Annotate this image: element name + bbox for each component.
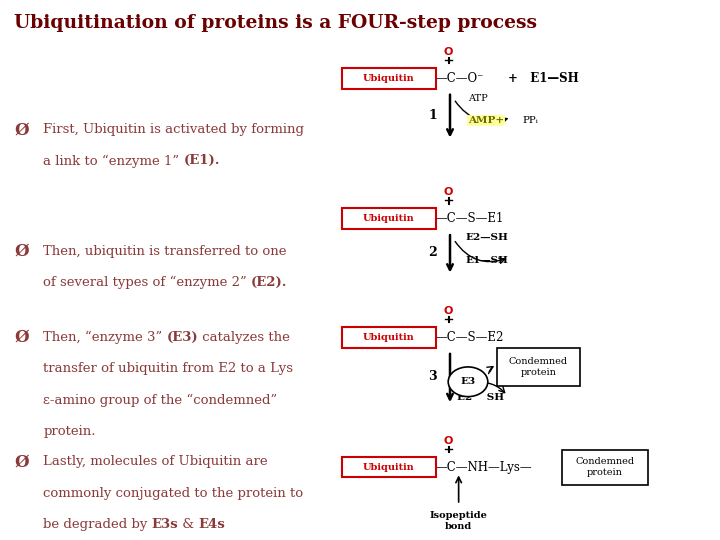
Text: transfer of ubiquitin from E2 to a Lys: transfer of ubiquitin from E2 to a Lys xyxy=(43,362,293,375)
Text: O: O xyxy=(444,306,454,316)
Text: ε-amino group of the “condemned”: ε-amino group of the “condemned” xyxy=(43,394,277,407)
FancyBboxPatch shape xyxy=(497,348,580,386)
Text: Ø: Ø xyxy=(14,242,29,260)
Text: Ubiquitin: Ubiquitin xyxy=(363,333,415,342)
Text: E2—SH: E2—SH xyxy=(466,233,509,242)
Text: —C—S—E2: —C—S—E2 xyxy=(436,331,504,344)
Text: Condemned
protein: Condemned protein xyxy=(575,457,634,477)
Text: —C—O⁻: —C—O⁻ xyxy=(436,72,484,85)
Text: 1: 1 xyxy=(428,109,437,122)
Text: E4s: E4s xyxy=(199,518,225,531)
Text: Ubiquitin: Ubiquitin xyxy=(363,214,415,223)
Text: Ubiquitination of proteins is a FOUR-step process: Ubiquitination of proteins is a FOUR-ste… xyxy=(14,14,537,31)
Text: Then, “enzyme 3”: Then, “enzyme 3” xyxy=(43,331,167,344)
Text: Ø: Ø xyxy=(14,329,29,346)
Text: Ø: Ø xyxy=(14,453,29,470)
Text: (E3): (E3) xyxy=(167,331,198,344)
Text: E1—SH: E1—SH xyxy=(466,256,509,265)
Text: 3: 3 xyxy=(428,370,437,383)
Ellipse shape xyxy=(448,367,488,396)
Text: E3: E3 xyxy=(460,377,476,386)
Text: O: O xyxy=(444,46,454,57)
Text: &: & xyxy=(179,518,199,531)
Text: E3s: E3s xyxy=(152,518,179,531)
Text: (E2).: (E2). xyxy=(251,276,288,289)
Text: Ø: Ø xyxy=(14,121,29,138)
Text: Isopeptide
bond: Isopeptide bond xyxy=(430,511,487,531)
FancyBboxPatch shape xyxy=(562,449,648,485)
Text: —C—S—E1: —C—S—E1 xyxy=(436,212,504,225)
Text: Ubiquitin: Ubiquitin xyxy=(363,463,415,471)
FancyBboxPatch shape xyxy=(342,68,436,89)
Text: a link to “enzyme 1”: a link to “enzyme 1” xyxy=(43,154,184,167)
Text: PPᵢ: PPᵢ xyxy=(522,116,538,125)
Text: First, Ubiquitin is activated by forming: First, Ubiquitin is activated by forming xyxy=(43,123,304,136)
Text: Then, ubiquitin is transferred to one: Then, ubiquitin is transferred to one xyxy=(43,245,287,258)
Text: commonly conjugated to the protein to: commonly conjugated to the protein to xyxy=(43,487,303,500)
Text: Condemned
protein: Condemned protein xyxy=(508,357,568,377)
FancyBboxPatch shape xyxy=(342,457,436,477)
Text: +   E1—SH: + E1—SH xyxy=(508,72,578,85)
FancyBboxPatch shape xyxy=(342,327,436,348)
Text: AMP+: AMP+ xyxy=(468,116,504,125)
Text: O: O xyxy=(444,435,454,445)
FancyBboxPatch shape xyxy=(342,208,436,229)
Text: protein.: protein. xyxy=(43,425,96,438)
Text: E2    SH: E2 SH xyxy=(457,394,504,402)
Text: of several types of “enzyme 2”: of several types of “enzyme 2” xyxy=(43,276,251,289)
Text: Ubiquitin: Ubiquitin xyxy=(363,74,415,83)
Text: (E1).: (E1). xyxy=(184,154,220,167)
Text: ATP: ATP xyxy=(468,94,487,103)
Text: O: O xyxy=(444,187,454,197)
Text: catalyzes the: catalyzes the xyxy=(198,331,290,344)
Text: —C—NH—Lys—: —C—NH—Lys— xyxy=(436,461,532,474)
Text: be degraded by: be degraded by xyxy=(43,518,152,531)
Text: 2: 2 xyxy=(428,246,437,259)
Text: Lastly, molecules of Ubiquitin are: Lastly, molecules of Ubiquitin are xyxy=(43,455,268,468)
